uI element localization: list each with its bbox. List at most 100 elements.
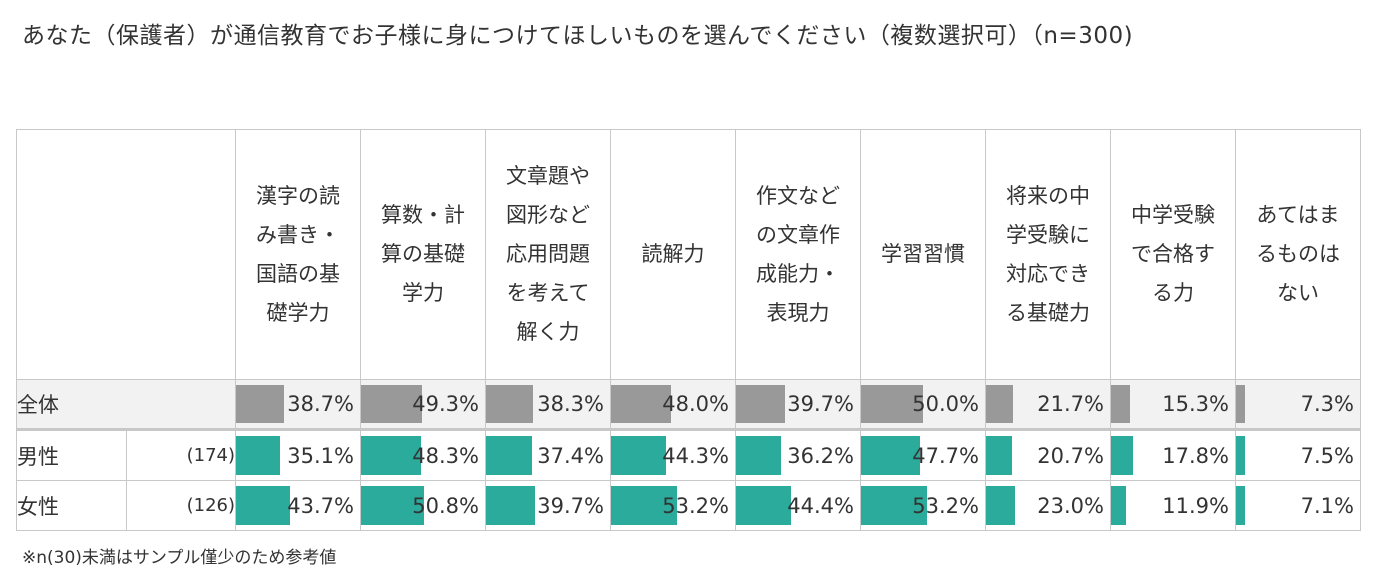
value-label: 44.3%	[662, 443, 729, 468]
row-sample-size: (174)	[125, 429, 236, 481]
data-cell: 48.3%	[360, 429, 486, 481]
value-label: 11.9%	[1162, 493, 1229, 518]
value-label: 43.7%	[287, 493, 354, 518]
data-cell: 35.1%	[235, 429, 361, 481]
column-header: 学習習慣	[860, 129, 986, 380]
value-bar	[986, 385, 1013, 423]
data-cell: 11.9%	[1110, 480, 1236, 531]
value-label: 36.2%	[787, 443, 854, 468]
value-label: 49.3%	[412, 392, 479, 416]
value-bar	[986, 436, 1012, 475]
row-label: 女性	[16, 480, 127, 531]
value-label: 48.0%	[662, 392, 729, 416]
data-cell: 17.8%	[1110, 429, 1236, 481]
value-label: 17.8%	[1162, 443, 1229, 468]
column-label: あてはまるものはない	[1256, 203, 1340, 305]
data-cell: 38.7%	[235, 379, 361, 430]
value-bar	[611, 486, 677, 525]
value-bar	[611, 385, 671, 423]
column-header: 中学受験で合格する力	[1110, 129, 1236, 380]
corner-cell	[16, 129, 236, 380]
value-bar	[1111, 385, 1130, 423]
data-cell: 23.0%	[985, 480, 1111, 531]
data-cell: 7.5%	[1235, 429, 1361, 481]
value-label: 50.8%	[412, 493, 479, 518]
column-label: 学習習慣	[881, 242, 965, 266]
value-bar	[361, 385, 423, 423]
value-label: 44.4%	[787, 493, 854, 518]
data-cell: 39.7%	[735, 379, 861, 430]
data-cell: 20.7%	[985, 429, 1111, 481]
column-label: 中学受験で合格する力	[1131, 203, 1215, 305]
column-header: あてはまるものはない	[1235, 129, 1361, 380]
row-label: 全体	[16, 379, 236, 430]
value-bar	[1236, 385, 1246, 423]
value-label: 15.3%	[1162, 392, 1229, 416]
value-label: 38.7%	[287, 392, 354, 416]
value-bar	[486, 436, 533, 475]
value-label: 7.1%	[1300, 493, 1354, 518]
column-header: 将来の中学受験に対応できる基礎力	[985, 129, 1111, 380]
table-row: 全体 38.7% 49.3% 38.3% 48.0% 39.7% 50.0% 21.7% 15.…	[16, 379, 1361, 430]
header-row: 漢字の読み書き・国語の基礎学力 算数・計算の基礎学力 文章題や図形など応用問題を…	[16, 129, 1361, 380]
value-bar	[236, 436, 280, 475]
table-row: 女性 (126) 43.7% 50.8% 39.7% 53.2% 44.4% 53.2% 23.…	[16, 480, 1361, 531]
value-bar	[361, 486, 424, 525]
value-label: 37.4%	[537, 443, 604, 468]
value-bar	[986, 486, 1015, 525]
value-bar	[736, 486, 792, 525]
value-bar	[236, 385, 284, 423]
table-row: 男性 (174) 35.1% 48.3% 37.4% 44.3% 36.2% 47.7% 20.…	[16, 429, 1361, 481]
data-cell: 48.0%	[610, 379, 736, 430]
value-label: 20.7%	[1037, 443, 1104, 468]
value-bar	[486, 385, 534, 423]
table-body: 全体 38.7% 49.3% 38.3% 48.0% 39.7% 50.0% 21.7% 15.…	[16, 379, 1361, 531]
value-label: 21.7%	[1037, 392, 1104, 416]
column-label: 将来の中学受験に対応できる基礎力	[1006, 183, 1090, 325]
value-label: 7.3%	[1300, 392, 1354, 416]
data-cell: 44.4%	[735, 480, 861, 531]
column-header: 漢字の読み書き・国語の基礎学力	[235, 129, 361, 380]
value-label: 53.2%	[662, 493, 729, 518]
chart-title: あなた（保護者）が通信教育でお子様に身につけてほしいものを選んでください（複数選…	[22, 23, 1134, 49]
value-bar	[861, 436, 921, 475]
column-header: 文章題や図形など応用問題を考えて解く力	[485, 129, 611, 380]
value-bar	[1111, 436, 1134, 475]
value-label: 35.1%	[287, 443, 354, 468]
column-header: 算数・計算の基礎学力	[360, 129, 486, 380]
data-cell: 7.1%	[1235, 480, 1361, 531]
data-cell: 36.2%	[735, 429, 861, 481]
value-label: 39.7%	[537, 493, 604, 518]
data-cell: 21.7%	[985, 379, 1111, 430]
data-cell: 7.3%	[1235, 379, 1361, 430]
data-cell: 15.3%	[1110, 379, 1236, 430]
value-bar	[736, 385, 786, 423]
row-sample-size: (126)	[125, 480, 236, 531]
column-header: 作文などの文章作成能力・表現力	[735, 129, 861, 380]
value-bar	[861, 486, 927, 525]
value-bar	[1236, 436, 1246, 475]
value-bar	[236, 486, 291, 525]
column-label: 漢字の読み書き・国語の基礎学力	[256, 183, 340, 325]
column-label: 作文などの文章作成能力・表現力	[756, 183, 840, 325]
column-label: 算数・計算の基礎学力	[381, 203, 465, 305]
value-label: 47.7%	[912, 443, 979, 468]
value-label: 23.0%	[1037, 493, 1104, 518]
data-cell: 43.7%	[235, 480, 361, 531]
data-cell: 44.3%	[610, 429, 736, 481]
footnote: ※n(30)未満はサンプル僅少のため参考値	[22, 548, 337, 568]
value-bar	[861, 385, 923, 423]
value-label: 38.3%	[537, 392, 604, 416]
value-bar	[736, 436, 781, 475]
value-label: 39.7%	[787, 392, 854, 416]
value-label: 50.0%	[912, 392, 979, 416]
data-cell: 39.7%	[485, 480, 611, 531]
data-cell: 38.3%	[485, 379, 611, 430]
data-cell: 47.7%	[860, 429, 986, 481]
value-label: 48.3%	[412, 443, 479, 468]
data-cell: 50.0%	[860, 379, 986, 430]
row-label: 男性	[16, 429, 127, 481]
data-cell: 37.4%	[485, 429, 611, 481]
data-cell: 53.2%	[610, 480, 736, 531]
value-bar	[611, 436, 666, 475]
